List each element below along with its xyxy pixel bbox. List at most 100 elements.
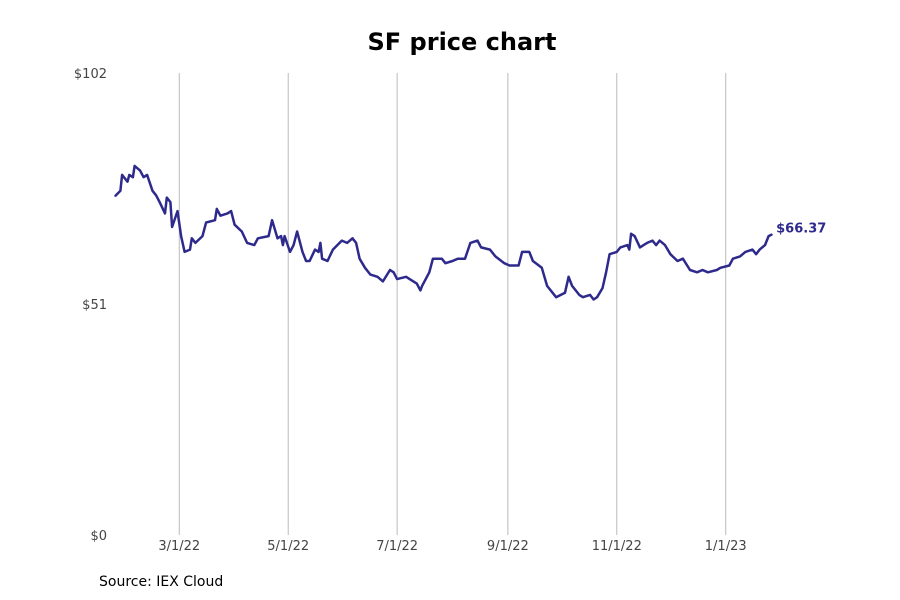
data-point: [639, 246, 641, 248]
data-point: [191, 237, 193, 239]
data-point: [326, 260, 329, 262]
data-point: [619, 246, 622, 248]
data-point: [205, 221, 207, 224]
data-point: [159, 201, 161, 203]
data-point: [421, 285, 423, 287]
x-tick-label: 1/1/23: [705, 539, 747, 554]
data-point: [532, 260, 534, 262]
data-point: [768, 235, 770, 237]
x-tick-label: 5/1/22: [267, 539, 309, 554]
data-point: [171, 226, 173, 228]
data-point: [494, 255, 496, 257]
data-point: [214, 219, 216, 221]
data-point: [284, 235, 286, 237]
data-point: [169, 201, 171, 203]
data-point: [759, 249, 761, 251]
data-point: [180, 235, 182, 237]
data-point: [346, 242, 348, 244]
data-point: [609, 253, 611, 255]
data-point: [176, 210, 179, 212]
data-point: [389, 269, 391, 271]
data-point: [682, 258, 684, 260]
gridlines: [178, 73, 727, 535]
source-note: Source: IEX Cloud: [99, 574, 224, 590]
data-point: [582, 296, 584, 298]
data-point: [676, 260, 679, 262]
data-point: [451, 260, 454, 262]
data-point: [655, 244, 657, 246]
data-point: [669, 253, 672, 255]
data-point: [732, 258, 734, 260]
series: $66.37: [114, 164, 826, 301]
data-point: [716, 269, 718, 271]
data-point: [282, 244, 284, 246]
data-point: [151, 190, 154, 192]
data-point: [432, 258, 434, 260]
y-tick-label: $0: [90, 529, 107, 544]
data-point: [596, 296, 598, 298]
data-point: [216, 208, 218, 210]
data-point: [321, 258, 323, 260]
data-point: [134, 165, 136, 167]
data-point: [605, 271, 607, 273]
data-point: [393, 271, 395, 273]
data-point: [234, 224, 236, 226]
data-point: [659, 240, 661, 242]
data-point: [489, 249, 491, 251]
data-point: [166, 197, 168, 199]
data-point: [764, 244, 766, 246]
data-point: [268, 235, 270, 237]
data-point: [114, 195, 116, 197]
data-point: [132, 176, 134, 178]
data-point: [689, 269, 691, 271]
data-point: [503, 262, 505, 264]
data-point: [646, 242, 648, 244]
data-point: [480, 246, 482, 248]
data-point: [441, 258, 443, 260]
data-point: [257, 237, 259, 239]
data-point: [364, 267, 366, 269]
data-point: [121, 174, 123, 176]
data-point: [564, 292, 566, 294]
data-point: [219, 215, 221, 217]
x-tick-label: 3/1/22: [158, 539, 200, 554]
data-point: [164, 212, 166, 214]
data-point: [289, 251, 291, 253]
data-point: [628, 249, 630, 251]
price-line: [114, 164, 773, 301]
data-point: [319, 242, 321, 244]
x-tick-label: 7/1/22: [376, 539, 418, 554]
data-point: [578, 294, 580, 296]
data-point: [194, 242, 196, 244]
data-point: [571, 285, 573, 287]
data-point: [755, 253, 757, 255]
data-point: [521, 251, 523, 253]
chart-title: SF price chart: [367, 28, 557, 56]
data-point: [744, 251, 747, 253]
data-point: [241, 230, 243, 233]
data-point: [589, 294, 591, 296]
data-point: [146, 174, 148, 176]
data-point: [309, 260, 311, 262]
data-point: [155, 194, 157, 196]
data-point: [664, 244, 666, 246]
data-point: [189, 249, 191, 251]
data-point: [355, 242, 357, 244]
data-point: [351, 237, 354, 239]
data-point: [419, 289, 421, 291]
data-point: [739, 255, 741, 257]
data-point: [318, 251, 320, 253]
data-point: [601, 287, 604, 289]
data-point: [305, 260, 307, 262]
data-point: [728, 264, 730, 267]
data-point: [296, 230, 298, 233]
last-price-label: $66.37: [776, 221, 826, 236]
data-point: [416, 283, 418, 285]
data-point: [246, 242, 248, 244]
data-point: [546, 285, 548, 287]
data-point: [128, 174, 130, 176]
data-point: [444, 262, 446, 264]
data-point: [139, 169, 141, 171]
y-tick-label: $51: [82, 298, 107, 313]
